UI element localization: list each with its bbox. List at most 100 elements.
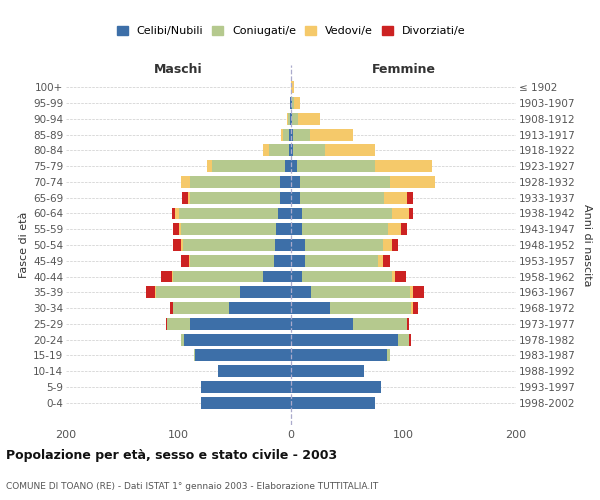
Bar [274,255,291,266]
Bar [385,192,407,203]
Bar [173,302,229,314]
Bar [179,224,181,235]
Bar [291,208,302,220]
Bar [173,224,179,235]
Bar [196,350,291,362]
Bar [291,318,353,330]
Bar [179,208,277,220]
Bar [289,128,291,140]
Bar [291,224,302,235]
Bar [291,270,302,282]
Bar [277,224,291,235]
Bar [190,192,280,203]
Bar [292,113,298,124]
Bar [395,270,406,282]
Bar [201,381,291,393]
Bar [181,334,184,345]
Bar [407,318,409,330]
Bar [281,128,283,140]
Bar [409,208,413,220]
Bar [401,224,407,235]
Bar [325,144,376,156]
Bar [291,350,386,362]
Bar [291,176,300,188]
Text: Popolazione per età, sesso e stato civile - 2003: Popolazione per età, sesso e stato civil… [6,450,337,462]
Bar [300,192,385,203]
Bar [398,334,409,345]
Bar [388,224,401,235]
Y-axis label: Anni di nascita: Anni di nascita [582,204,592,286]
Bar [206,160,212,172]
Bar [292,97,295,109]
Text: Maschi: Maschi [154,63,203,76]
Bar [181,255,188,266]
Bar [187,192,190,203]
Bar [194,350,196,362]
Bar [212,160,286,172]
Bar [291,397,376,408]
Bar [263,270,291,282]
Bar [310,128,353,140]
Bar [311,286,410,298]
Bar [291,239,305,251]
Bar [383,239,392,251]
Bar [291,381,381,393]
Bar [283,128,289,140]
Bar [291,286,311,298]
Bar [289,144,291,156]
Bar [390,176,435,188]
Bar [305,255,377,266]
Bar [291,97,292,109]
Bar [173,270,263,282]
Bar [166,318,167,330]
Bar [181,239,183,251]
Bar [413,302,418,314]
Bar [291,334,398,345]
Bar [173,239,181,251]
Bar [172,270,173,282]
Bar [291,255,305,266]
Bar [280,176,291,188]
Bar [275,239,291,251]
Bar [290,97,291,109]
Bar [172,208,175,220]
Bar [167,318,190,330]
Bar [182,192,187,203]
Bar [392,270,395,282]
Bar [188,255,190,266]
Bar [291,366,364,377]
Bar [383,255,390,266]
Bar [175,208,179,220]
Bar [190,255,274,266]
Bar [302,270,392,282]
Bar [291,302,331,314]
Bar [183,239,275,251]
Y-axis label: Fasce di età: Fasce di età [19,212,29,278]
Bar [298,113,320,124]
Bar [269,144,289,156]
Bar [280,192,291,203]
Bar [181,176,190,188]
Bar [241,286,291,298]
Bar [410,286,413,298]
Bar [293,144,325,156]
Bar [161,270,172,282]
Bar [181,224,277,235]
Bar [146,286,155,298]
Bar [287,113,290,124]
Bar [296,160,376,172]
Bar [190,318,291,330]
Bar [293,128,310,140]
Bar [286,160,291,172]
Bar [291,113,292,124]
Bar [409,334,412,345]
Bar [277,208,291,220]
Bar [218,366,291,377]
Bar [156,286,241,298]
Bar [190,176,280,188]
Bar [331,302,412,314]
Bar [302,224,388,235]
Bar [377,255,383,266]
Bar [291,144,293,156]
Bar [386,350,390,362]
